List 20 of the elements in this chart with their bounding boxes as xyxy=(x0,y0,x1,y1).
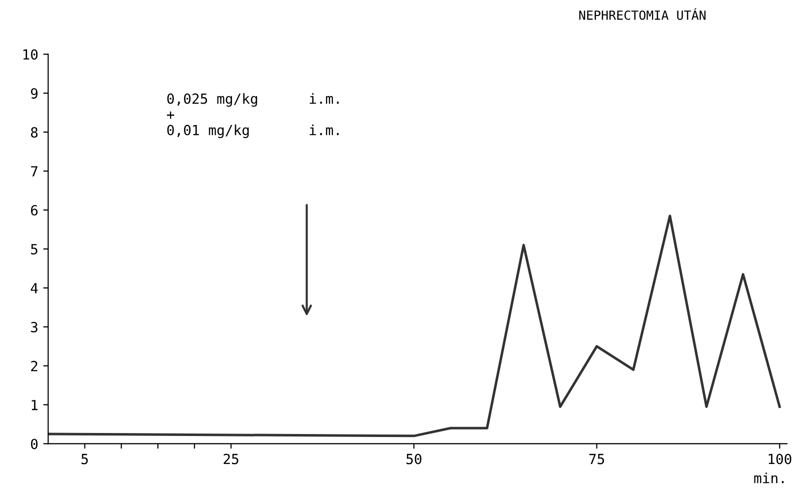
x-tick-label: 75 xyxy=(589,454,604,464)
y-tick-label: 2 xyxy=(31,360,38,372)
y-tick-label: 3 xyxy=(31,322,38,332)
y-tick-label: 0 xyxy=(31,438,38,450)
x-tick-label: 50 xyxy=(406,454,422,464)
y-tick-label: 9 xyxy=(30,88,38,99)
y-tick-label: 7 xyxy=(31,166,38,176)
x-tick-label: 100 xyxy=(768,454,792,464)
x-axis-title: min. xyxy=(754,472,784,484)
y-tick-label: 4 xyxy=(30,283,38,294)
y-tick-label: 10 xyxy=(23,49,38,60)
chart-title: NEPHRECTOMIA UTÁN xyxy=(579,8,706,20)
annotation: 0,025 mg/kg i.m. + 0,01 mg/kg i.m. xyxy=(166,93,339,138)
y-tick-label: 6 xyxy=(31,205,38,216)
x-tick-label: 25 xyxy=(224,454,238,464)
y-tick-label: 5 xyxy=(31,244,38,254)
line-series xyxy=(48,214,781,438)
y-tick-label: 1 xyxy=(32,400,38,410)
x-tick-label: 5 xyxy=(82,454,88,464)
y-tick-label: 8 xyxy=(30,127,38,138)
